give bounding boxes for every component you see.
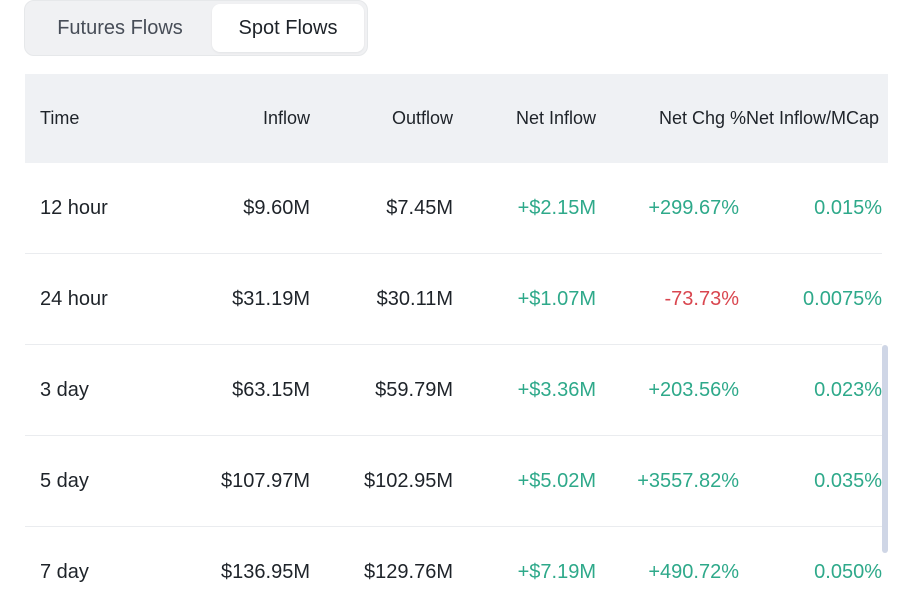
cell-net-inflow-mcap: 0.050% xyxy=(814,560,882,583)
table-row: 7 day $136.95M $129.76M +$7.19M +490.72%… xyxy=(25,527,882,591)
cell-time: 3 day xyxy=(40,378,89,401)
cell-net-chg: +3557.82% xyxy=(637,469,739,492)
cell-net-chg: +203.56% xyxy=(648,378,739,401)
cell-inflow: $63.15M xyxy=(232,378,310,401)
cell-outflow: $30.11M xyxy=(376,287,453,310)
cell-inflow: $31.19M xyxy=(232,287,310,310)
table-row: 5 day $107.97M $102.95M +$5.02M +3557.82… xyxy=(25,436,882,527)
header-net-inflow: Net Inflow xyxy=(515,108,596,128)
header-time: Time xyxy=(40,108,80,128)
cell-net-inflow: +$2.15M xyxy=(517,196,596,219)
table-row: 3 day $63.15M $59.79M +$3.36M +203.56% 0… xyxy=(25,345,882,436)
cell-net-inflow: +$1.07M xyxy=(517,287,596,310)
cell-net-chg: +299.67% xyxy=(648,196,739,219)
tab-spot-flows[interactable]: Spot Flows xyxy=(212,4,364,52)
cell-net-inflow-mcap: 0.0075% xyxy=(803,287,882,310)
table-row: 24 hour $31.19M $30.11M +$1.07M -73.73% … xyxy=(25,254,882,345)
cell-net-inflow: +$5.02M xyxy=(517,469,596,492)
cell-time: 5 day xyxy=(40,469,89,492)
header-net-chg: Net Chg % xyxy=(658,108,746,128)
cell-inflow: $136.95M xyxy=(221,560,310,583)
cell-outflow: $59.79M xyxy=(375,378,453,401)
tab-futures-flows[interactable]: Futures Flows xyxy=(57,16,183,39)
cell-time: 7 day xyxy=(40,560,89,583)
cell-net-inflow-mcap: 0.015% xyxy=(814,196,882,219)
cell-time: 24 hour xyxy=(40,287,108,310)
cell-net-chg: +490.72% xyxy=(648,560,739,583)
cell-outflow: $7.45M xyxy=(386,196,453,219)
cell-net-chg: -73.73% xyxy=(664,287,740,310)
cell-inflow: $107.97M xyxy=(221,469,310,492)
cell-net-inflow-mcap: 0.023% xyxy=(814,378,882,401)
header-inflow: Inflow xyxy=(262,108,310,128)
table-header: Time Inflow Outflow Net Inflow Net Chg %… xyxy=(25,74,888,163)
vertical-scrollbar[interactable] xyxy=(882,345,888,553)
cell-outflow: $129.76M xyxy=(364,560,453,583)
flows-table: Time Inflow Outflow Net Inflow Net Chg %… xyxy=(25,74,888,591)
cell-net-inflow: +$7.19M xyxy=(517,560,596,583)
cell-time: 12 hour xyxy=(40,196,108,219)
header-outflow: Outflow xyxy=(391,108,453,128)
header-net-inflow-mcap: Net Inflow/MCap xyxy=(746,108,880,128)
table-row: 12 hour $9.60M $7.45M +$2.15M +299.67% 0… xyxy=(25,163,882,254)
flow-type-tabs: Futures Flows Spot Flows xyxy=(24,0,368,56)
cell-inflow: $9.60M xyxy=(243,196,310,219)
cell-net-inflow: +$3.36M xyxy=(517,378,596,401)
cell-outflow: $102.95M xyxy=(364,469,453,492)
cell-net-inflow-mcap: 0.035% xyxy=(814,469,882,492)
